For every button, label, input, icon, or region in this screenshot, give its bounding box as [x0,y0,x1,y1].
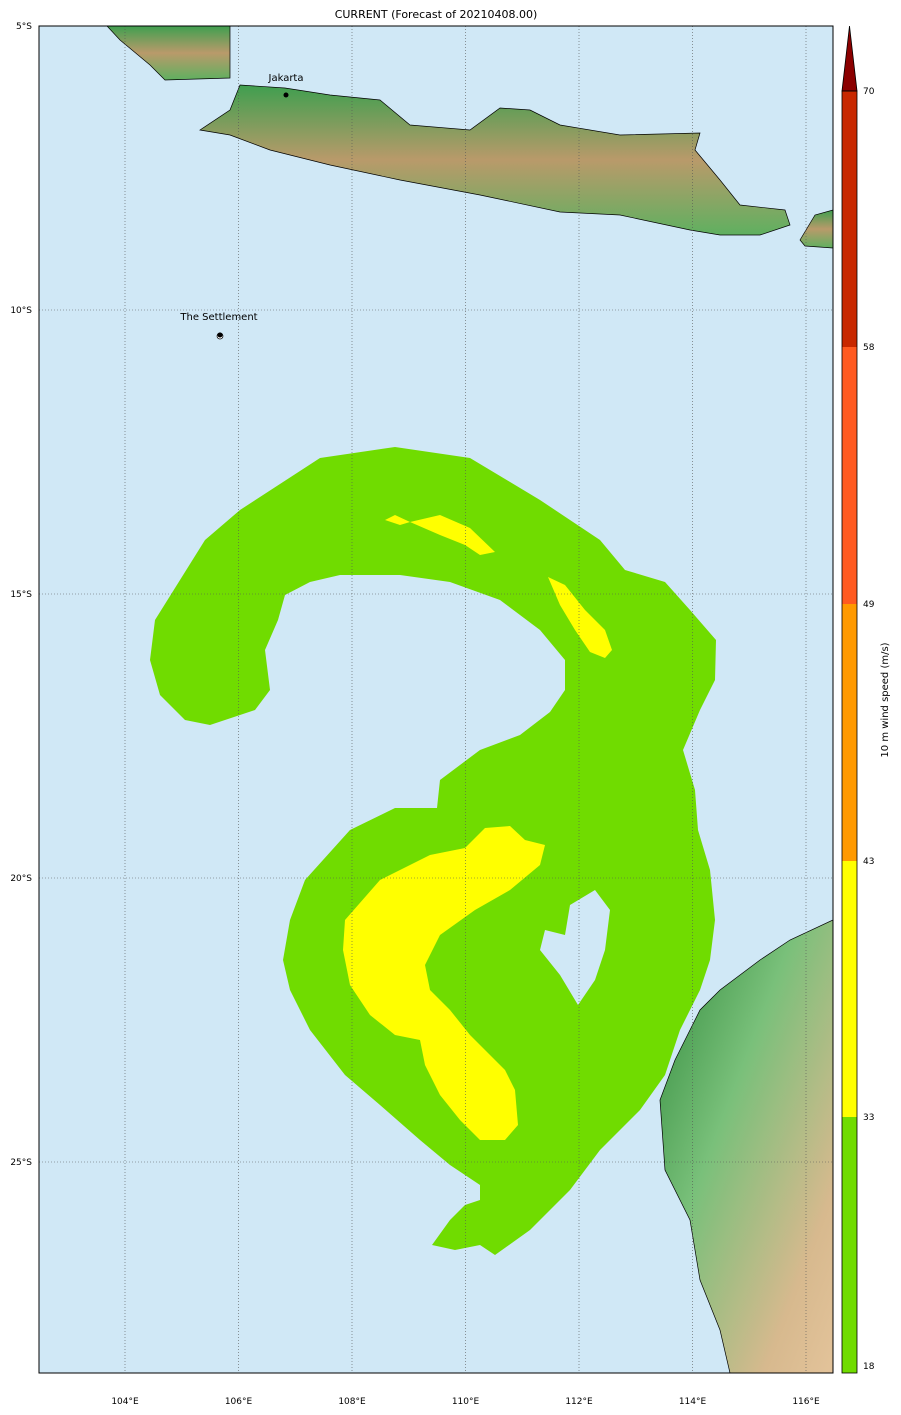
wind-contour-33-43 [385,515,495,555]
wind-contour-33-43 [548,577,612,658]
colorbar: 18 33 43 49 58 70 [841,25,875,1374]
city-marker-settlement [217,332,223,338]
colorbar-label: 10 m wind speed (m/s) [880,642,891,757]
colorbar-segment [842,91,857,347]
colorbar-extend-max [841,25,858,92]
wind-contour-33-43 [343,826,545,1140]
city-marker-jakarta [283,92,289,98]
colorbar-segment [842,1117,857,1373]
colorbar-tick-label: 49 [863,600,875,610]
lat-tick-label: 20°S [10,874,32,884]
graticule [39,26,833,1373]
colorbar-segment [842,604,857,861]
land-bali-lombok [799,209,833,249]
lat-tick-label: 10°S [10,306,32,316]
city-label-settlement: The Settlement [179,312,257,323]
colorbar-frame [841,90,858,1374]
colorbar-segment [842,861,857,1117]
land-australia [659,919,833,1373]
lat-tick-label: 5°S [16,22,32,32]
lon-tick-label: 116°E [792,1397,820,1407]
lon-tick-label: 114°E [679,1397,707,1407]
figure-title: CURRENT (Forecast of 20210408.00) [334,8,538,21]
lon-tick-label: 108°E [338,1397,366,1407]
lon-tick-label: 106°E [225,1397,253,1407]
colorbar-tick-label: 33 [863,1113,874,1123]
lon-tick-label: 104°E [111,1397,139,1407]
lon-tick-label: 110°E [452,1397,480,1407]
colorbar-tick-label: 70 [863,87,875,97]
colorbar-tick-label: 43 [863,857,874,867]
land-java [199,84,791,236]
map-frame [38,25,834,1374]
lat-tick-label: 25°S [10,1158,32,1168]
city-label-jakarta: Jakarta [268,73,304,84]
colorbar-tick-label: 58 [863,343,875,353]
lon-tick-label: 112°E [565,1397,593,1407]
lat-tick-label: 15°S [10,590,32,600]
wind-contour-18-33 [150,447,716,1255]
wind-contour-hole [540,890,610,1005]
land-sumatra [106,26,231,81]
colorbar-segment [842,347,857,604]
colorbar-tick-label: 18 [863,1362,875,1372]
